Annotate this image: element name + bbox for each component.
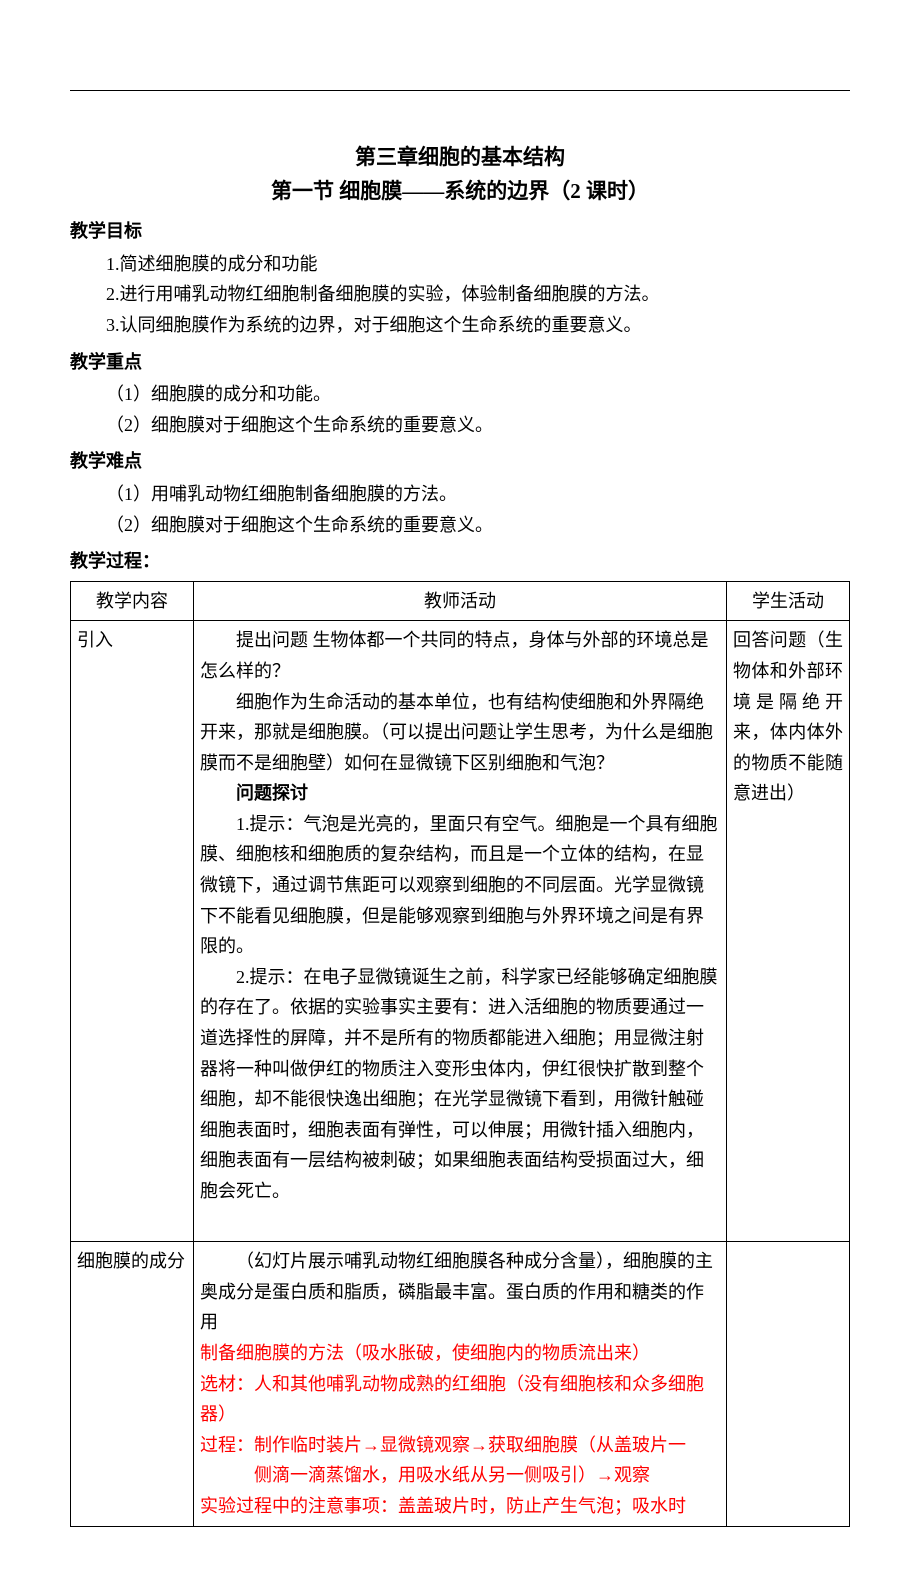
keypoint-item-1: （1）细胞膜的成分和功能。 xyxy=(70,379,850,410)
row2-red-2: 选材：人和其他哺乳动物成熟的红细胞（没有细胞核和众多细胞器） xyxy=(200,1369,720,1430)
row1-content-col: 引入 xyxy=(71,621,194,1242)
row1-p2: 细胞作为生命活动的基本单位，也有结构使细胞和外界隔绝开来，那就是细胞膜。（可以提… xyxy=(200,687,720,779)
header-col3: 学生活动 xyxy=(727,581,850,621)
difficultpoints-heading: 教学难点 xyxy=(70,446,850,477)
row2-red-3a: 过程：制作临时装片→显微镜观察→获取细胞膜（从盖玻片一 xyxy=(200,1430,720,1461)
header-col1: 教学内容 xyxy=(71,581,194,621)
table-header-row: 教学内容 教师活动 学生活动 xyxy=(71,581,850,621)
row2-red-3b: 侧滴一滴蒸馏水，用吸水纸从另一侧吸引）→观察 xyxy=(200,1460,720,1491)
lesson-table: 教学内容 教师活动 学生活动 引入 提出问题 生物体都一个共同的特点，身体与外部… xyxy=(70,581,850,1527)
table-row: 引入 提出问题 生物体都一个共同的特点，身体与外部的环境总是怎么样的？ 细胞作为… xyxy=(71,621,850,1242)
keypoint-item-2: （2）细胞膜对于细胞这个生命系统的重要意义。 xyxy=(70,410,850,441)
row1-p1: 提出问题 生物体都一个共同的特点，身体与外部的环境总是怎么样的？ xyxy=(200,625,720,686)
difficultpoint-item-1: （1）用哺乳动物红细胞制备细胞膜的方法。 xyxy=(70,479,850,510)
document-page: 第三章细胞的基本结构 第一节 细胞膜——系统的边界（2 课时） 教学目标 1.简… xyxy=(0,0,920,1587)
row2-student-col xyxy=(727,1242,850,1526)
difficultpoint-item-2: （2）细胞膜对于细胞这个生命系统的重要意义。 xyxy=(70,510,850,541)
row2-black: （幻灯片展示哺乳动物红细胞膜各种成分含量），细胞膜的主奥成分是蛋白质和脂质，磷脂… xyxy=(200,1246,720,1338)
process-heading: 教学过程： xyxy=(70,546,850,577)
chapter-title: 第三章细胞的基本结构 xyxy=(70,141,850,175)
top-horizontal-rule xyxy=(70,90,850,91)
keypoints-heading: 教学重点 xyxy=(70,347,850,378)
row2-red-block: 制备细胞膜的方法（吸水胀破，使细胞内的物质流出来） 选材：人和其他哺乳动物成熟的… xyxy=(200,1338,720,1522)
row1-student-col: 回答问题（生物体和外部环境是隔绝开来，体内体外的物质不能随意进出） xyxy=(727,621,850,1242)
row1-p5: 2.提示：在电子显微镜诞生之前，科学家已经能够确定细胞膜的存在了。依据的实验事实… xyxy=(200,962,720,1207)
row2-teacher-col: （幻灯片展示哺乳动物红细胞膜各种成分含量），细胞膜的主奥成分是蛋白质和脂质，磷脂… xyxy=(194,1242,727,1526)
goal-item-2: 2.进行用哺乳动物红细胞制备细胞膜的实验，体验制备细胞膜的方法。 xyxy=(70,279,850,310)
row1-spacer xyxy=(200,1207,720,1238)
goals-heading: 教学目标 xyxy=(70,216,850,247)
row2-red-4: 实验过程中的注意事项：盖盖玻片时，防止产生气泡；吸水时 xyxy=(200,1491,720,1522)
goal-item-3: 3.认同细胞膜作为系统的边界，对于细胞这个生命系统的重要意义。 xyxy=(70,310,850,341)
goal-item-1: 1.简述细胞膜的成分和功能 xyxy=(70,249,850,280)
row2-red-1: 制备细胞膜的方法（吸水胀破，使细胞内的物质流出来） xyxy=(200,1338,720,1369)
table-row: 细胞膜的成分 （幻灯片展示哺乳动物红细胞膜各种成分含量），细胞膜的主奥成分是蛋白… xyxy=(71,1242,850,1526)
row2-content-col: 细胞膜的成分 xyxy=(71,1242,194,1526)
row1-teacher-col: 提出问题 生物体都一个共同的特点，身体与外部的环境总是怎么样的？ 细胞作为生命活… xyxy=(194,621,727,1242)
header-col2: 教师活动 xyxy=(194,581,727,621)
row1-p3: 问题探讨 xyxy=(200,778,720,809)
row1-p4: 1.提示：气泡是光亮的，里面只有空气。细胞是一个具有细胞膜、细胞核和细胞质的复杂… xyxy=(200,809,720,962)
section-title: 第一节 细胞膜——系统的边界（2 课时） xyxy=(70,175,850,209)
